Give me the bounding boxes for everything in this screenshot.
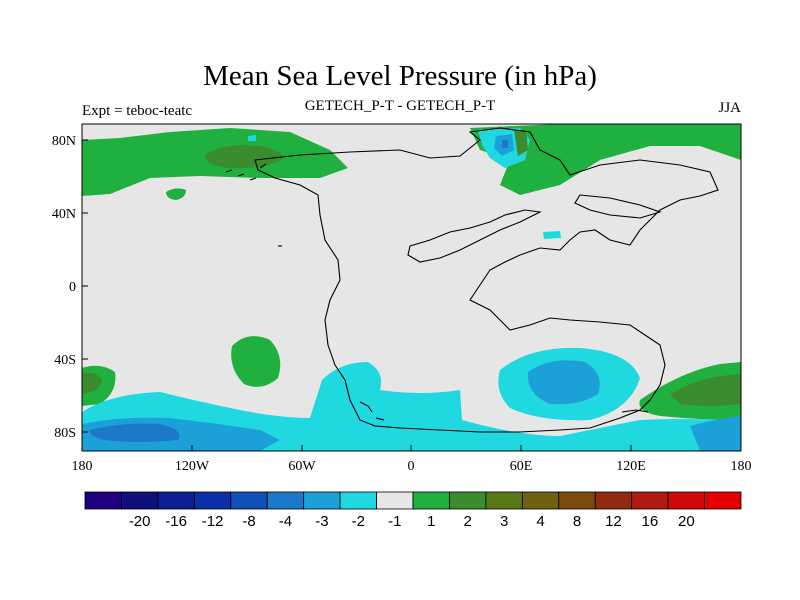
axis-ticks [81,139,742,451]
colorbar-box [303,491,341,510]
anomaly-green-north-east [470,124,741,195]
colorbar-box [193,491,232,510]
colorbar-box [121,491,159,510]
colorbar-label: -2 [352,513,365,530]
anomaly-darkgreen-arctic [514,130,528,156]
pressure-anomaly-fields [82,124,741,451]
coastline-inland-sea [407,209,542,263]
anomaly-darkgreen-north-west [205,145,283,169]
colorbar-label: 2 [463,513,471,530]
anomaly-darkgreen-south-west [82,372,102,394]
colorbar-box [157,491,195,510]
colorbar-label: 20 [678,513,695,530]
coastline-continent [254,127,719,433]
colorbar: -20 -16 -12 -8 -4 -3 -2 -1 1 2 3 4 8 12 16 20 [84,491,742,530]
anomaly-darkgreen-south-east [670,374,741,406]
colorbar-label: 3 [500,513,508,530]
anomaly-green-south-pacific [231,336,281,387]
colorbar-label: 12 [605,513,622,530]
colorbar-box [266,491,305,510]
anomaly-green-small-1 [166,188,186,200]
anomaly-blue-south-central [527,360,600,405]
y-tick-label: 80S [54,426,76,441]
y-tick-label: 0 [69,280,76,295]
colorbar-label: -8 [242,513,255,530]
colorbar-label: -20 [129,513,151,530]
anomaly-cyan-small-1 [543,231,561,239]
y-tick-label: 80N [52,134,76,149]
coastline-islands-sw [359,401,385,421]
coastline-islands-nw [225,163,267,181]
colorbar-label: -3 [315,513,328,530]
colorbar-label: -1 [388,513,401,530]
experiment-label: Expt = teboc-teatc [82,103,193,119]
x-tick-label: 60W [288,459,316,474]
colorbar-label: 1 [427,513,435,530]
anomaly-blue-south-east [690,416,741,451]
colorbar-box [230,491,268,510]
anomaly-cyan-small-2 [248,135,256,141]
x-tick-label: 120E [616,459,646,474]
colorbar-box [594,491,633,510]
colorbar-label: 8 [573,513,581,530]
anomaly-darkblue-arctic [502,140,508,148]
colorbar-label: -16 [165,513,187,530]
colorbar-box [339,491,377,510]
colorbar-box [631,491,669,510]
x-tick-label: 180 [731,459,752,474]
colorbar-label: 4 [536,513,544,530]
model-label: GETECH_P-T - GETECH_P-T [304,98,496,114]
colorbar-box [558,491,596,510]
colorbar-box [84,491,122,510]
x-tick-label: 60E [510,459,533,474]
colorbar-label: -12 [202,513,224,530]
colorbar-box [376,491,414,510]
coastlines [225,127,719,433]
coastline-islands-se [621,409,649,413]
coastline-north-basin [574,194,662,219]
x-tick-label: 0 [408,459,415,474]
x-tick-label: 120W [175,459,210,474]
colorbar-box [449,491,487,510]
colorbar-label: 16 [642,513,659,530]
colorbar-box [412,491,450,510]
y-tick-label: 40N [52,207,76,222]
anomaly-darkblue-south-west [89,423,180,442]
y-tick-label: 40S [54,353,76,368]
colorbar-label: -4 [279,513,292,530]
colorbar-box [485,491,523,510]
colorbar-box [521,491,560,510]
x-tick-label: 180 [72,459,93,474]
colorbar-box [704,491,742,510]
season-label: JJA [718,100,741,116]
map-title: Mean Sea Level Pressure (in hPa) [203,60,597,92]
colorbar-box [667,491,705,510]
